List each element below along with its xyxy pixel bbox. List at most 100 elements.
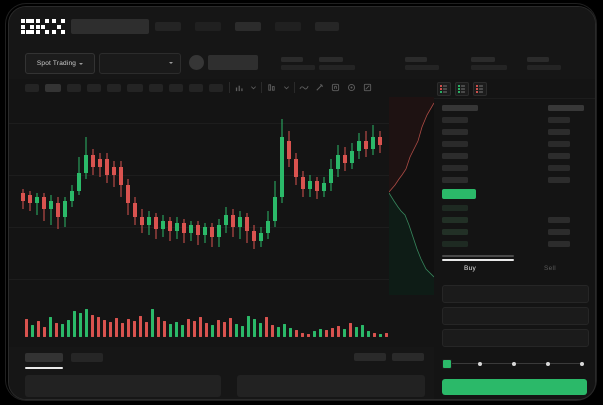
magnet-icon[interactable] bbox=[331, 83, 340, 92]
candle-body bbox=[77, 173, 81, 191]
volume-bar bbox=[385, 333, 388, 337]
candle-body bbox=[189, 225, 193, 233]
bottom-tab-2[interactable] bbox=[71, 353, 103, 362]
candle bbox=[147, 211, 151, 235]
candle-body bbox=[112, 167, 116, 175]
candle bbox=[217, 219, 221, 247]
tf-9[interactable] bbox=[189, 84, 203, 92]
orderbook-scroll-indicator[interactable] bbox=[442, 255, 514, 257]
volume-bar bbox=[259, 323, 262, 337]
tab-buy[interactable]: Buy bbox=[464, 265, 476, 272]
tf-1[interactable] bbox=[25, 84, 39, 92]
orderbook-ask-row[interactable] bbox=[442, 129, 468, 135]
slider-node-0[interactable] bbox=[442, 358, 452, 369]
bottom-panel-right[interactable] bbox=[237, 375, 425, 397]
spot-trading-dropdown[interactable]: Spot Trading bbox=[25, 53, 95, 74]
orderbook-ask-row-value bbox=[548, 105, 584, 111]
candle bbox=[56, 197, 60, 229]
orderbook-bid-row[interactable] bbox=[442, 205, 468, 211]
fullscreen-icon[interactable] bbox=[363, 83, 372, 92]
tf-2[interactable] bbox=[45, 84, 61, 92]
orderbook-bid-row[interactable] bbox=[442, 229, 468, 235]
slider-node-100[interactable] bbox=[580, 361, 584, 366]
candle-body bbox=[210, 227, 214, 237]
tf-7[interactable] bbox=[149, 84, 163, 92]
buy-button[interactable] bbox=[442, 379, 587, 395]
candle bbox=[105, 153, 109, 183]
orderbook-bid-row[interactable] bbox=[442, 217, 468, 223]
candle bbox=[203, 223, 207, 243]
orderbook-mode-both[interactable] bbox=[437, 82, 451, 96]
nav-item-4[interactable] bbox=[275, 22, 301, 31]
candle bbox=[294, 153, 298, 185]
ruler-icon[interactable] bbox=[315, 83, 324, 92]
settings-icon[interactable] bbox=[347, 83, 356, 92]
orderbook-ask-row[interactable] bbox=[442, 117, 468, 123]
bottom-panel bbox=[9, 347, 434, 399]
nav-item-5[interactable] bbox=[315, 22, 339, 31]
tf-3[interactable] bbox=[67, 84, 81, 92]
bottom-tab-1[interactable] bbox=[25, 353, 63, 362]
volume-bar bbox=[313, 331, 316, 337]
orderbook-mode-bids[interactable] bbox=[455, 82, 469, 96]
chart-type-icon[interactable] bbox=[267, 83, 276, 92]
okx-logo[interactable] bbox=[21, 19, 65, 34]
tf-5[interactable] bbox=[107, 84, 121, 92]
tf-4[interactable] bbox=[87, 84, 101, 92]
candle-body bbox=[203, 227, 207, 235]
candle-body bbox=[126, 185, 130, 203]
candle bbox=[315, 177, 319, 199]
order-field-2[interactable] bbox=[442, 307, 589, 325]
volume-bar bbox=[331, 328, 334, 337]
orderbook-ask-row[interactable] bbox=[442, 105, 478, 111]
orderbook-mode-asks[interactable] bbox=[473, 82, 487, 96]
amount-slider[interactable] bbox=[442, 358, 584, 369]
bottom-panel-left[interactable] bbox=[25, 375, 221, 397]
order-field-1[interactable] bbox=[442, 285, 589, 303]
orderbook-ask-row[interactable] bbox=[442, 165, 468, 171]
volume-bar bbox=[37, 321, 40, 337]
trend-line-icon[interactable] bbox=[299, 83, 309, 92]
candle-body bbox=[133, 203, 137, 217]
candlestick-chart[interactable] bbox=[9, 97, 434, 295]
bottom-tab-active-indicator bbox=[25, 367, 63, 369]
nav-item-2[interactable] bbox=[195, 22, 221, 31]
stat-4 bbox=[471, 57, 507, 70]
candle-body bbox=[84, 155, 88, 173]
chart-toolbar bbox=[9, 79, 434, 98]
tf-10[interactable] bbox=[209, 84, 223, 92]
toolbar-divider-3 bbox=[294, 82, 295, 93]
tf-6[interactable] bbox=[127, 84, 143, 92]
slider-node-25[interactable] bbox=[478, 361, 482, 366]
tab-sell[interactable]: Sell bbox=[544, 265, 556, 272]
slider-node-50[interactable] bbox=[512, 361, 516, 366]
bottom-action-2[interactable] bbox=[392, 353, 424, 361]
nav-item-3[interactable] bbox=[235, 22, 261, 31]
tf-8[interactable] bbox=[169, 84, 183, 92]
order-field-3[interactable] bbox=[442, 329, 589, 347]
bottom-action-1[interactable] bbox=[354, 353, 386, 361]
slider-handle[interactable] bbox=[442, 358, 452, 369]
volume-bar bbox=[283, 324, 286, 337]
volume-bar bbox=[55, 323, 58, 337]
depth-overlay bbox=[389, 97, 434, 295]
volume-bar bbox=[67, 320, 70, 337]
nav-item-1[interactable] bbox=[155, 22, 181, 31]
orderbook-ask-row[interactable] bbox=[442, 141, 468, 147]
volume-bar bbox=[43, 327, 46, 337]
search-input[interactable] bbox=[71, 19, 149, 34]
pair-select[interactable] bbox=[99, 53, 181, 74]
chevron-down-icon[interactable] bbox=[250, 83, 257, 92]
candle-body bbox=[35, 197, 39, 203]
orderbook-bid-row[interactable] bbox=[442, 241, 468, 247]
chevron-down-icon-2[interactable] bbox=[283, 83, 290, 92]
orderbook-ask-row[interactable] bbox=[442, 153, 468, 159]
indicator-icon[interactable] bbox=[235, 83, 244, 92]
slider-node-75[interactable] bbox=[546, 361, 550, 366]
volume-bar bbox=[175, 322, 178, 337]
orderbook-ask-row[interactable] bbox=[442, 177, 468, 183]
candle-body bbox=[196, 225, 200, 235]
candle-body bbox=[91, 155, 95, 167]
volume-bar bbox=[169, 324, 172, 337]
